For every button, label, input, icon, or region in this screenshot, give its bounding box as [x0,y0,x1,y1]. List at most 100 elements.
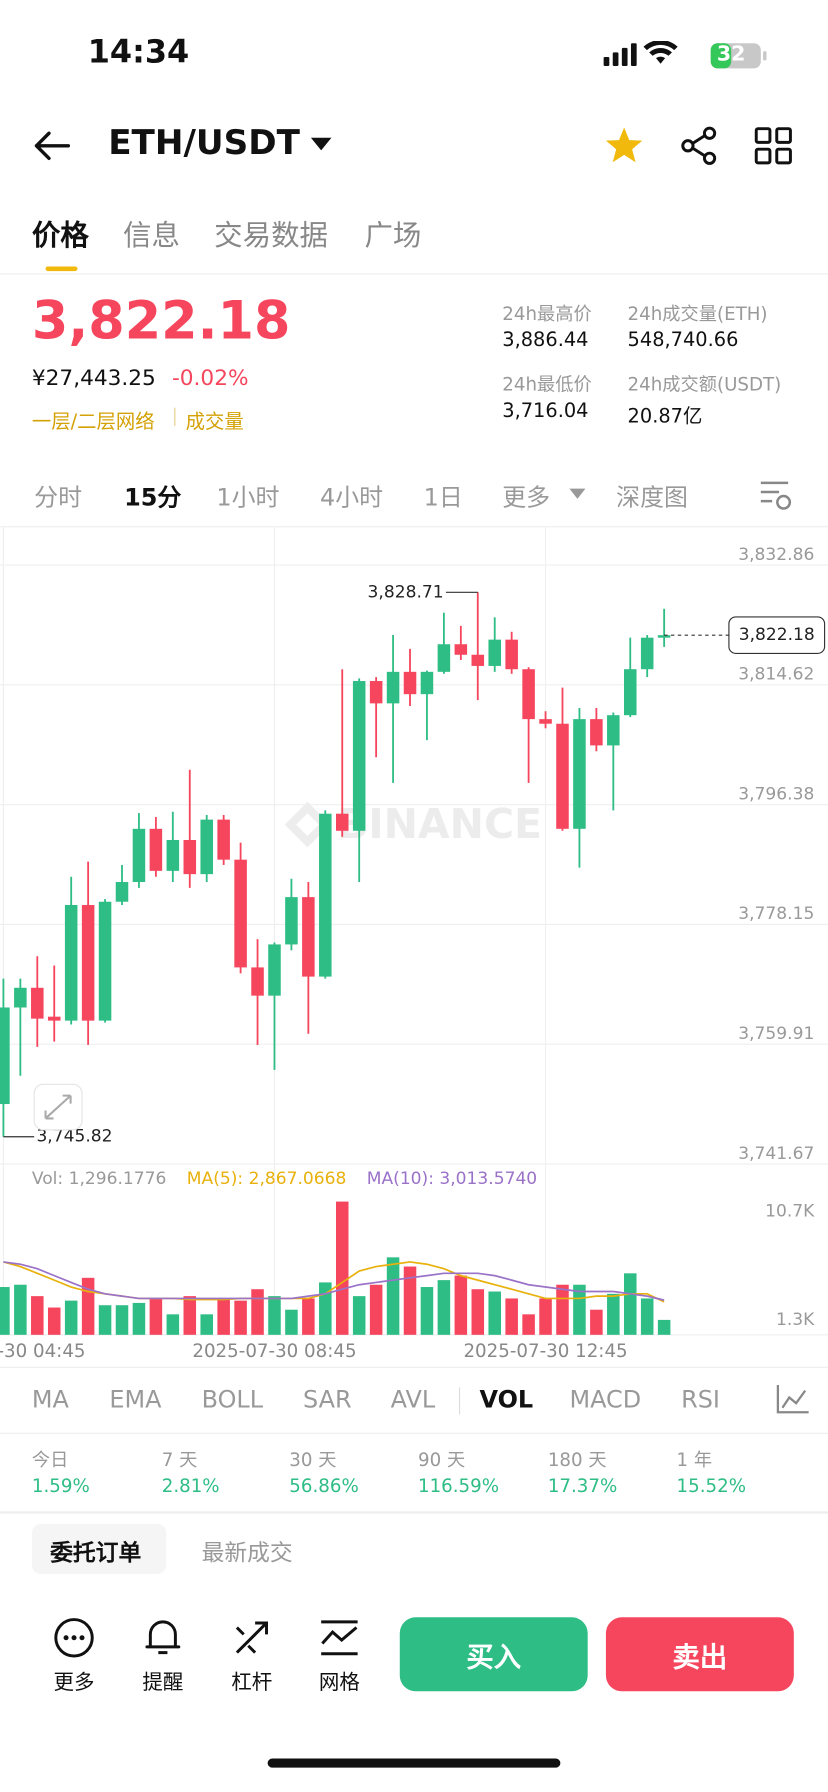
sell-button[interactable]: 卖出 [605,1617,794,1692]
interval-tab[interactable]: 1日 [423,484,463,512]
nav-label[interactable]: 更多 [53,1670,95,1695]
order-tab[interactable]: 最新成交 [201,1538,293,1567]
volume-bar [335,1201,349,1335]
tab[interactable]: 广场 [364,218,422,252]
indicator-tab[interactable]: RSI [681,1386,720,1414]
candle-body [115,882,129,902]
interval-tab[interactable]: 深度图 [616,484,688,512]
more-icon[interactable] [52,1616,95,1659]
candle-body [522,669,535,720]
tab[interactable]: 信息 [123,218,180,252]
candle-body [132,828,146,883]
indicator-tab[interactable]: EMA [109,1386,162,1414]
volume-bar [302,1298,315,1335]
candle-body [505,639,518,670]
tag[interactable]: 成交量 [185,411,244,434]
volume-bar [454,1275,468,1335]
period-label: 1 年 [676,1448,713,1471]
period-change: 2.81% [161,1474,220,1497]
candle-body [454,644,468,655]
stat-value: 20.87亿 [627,405,703,429]
nav-label[interactable]: 提醒 [142,1670,184,1695]
nav-label[interactable]: 杠杆 [231,1670,273,1695]
indicator-tab[interactable]: SAR [302,1386,352,1414]
bell-icon[interactable] [141,1615,184,1658]
interval-tab[interactable]: 15分 [124,484,182,512]
volume-bar [403,1266,417,1335]
interval-tab[interactable]: 1小时 [216,484,280,512]
candle-body [31,987,44,1019]
period-label: 90 天 [417,1448,466,1471]
divider [0,273,828,275]
tab[interactable]: 交易数据 [214,218,329,252]
indicator-tab[interactable]: MA [31,1386,69,1414]
volume-bar [437,1280,451,1335]
indicator-tab[interactable]: BOLL [201,1386,264,1414]
tag-separator [174,407,176,426]
indicator-tab[interactable]: MACD [569,1386,642,1414]
period-label: 30 天 [289,1448,337,1471]
buy-button[interactable]: 买入 [399,1617,588,1692]
grid-trading-icon[interactable] [318,1616,361,1659]
y-tick-label: 3,814.62 [738,665,814,685]
share-icon[interactable] [679,125,720,166]
interval-tab[interactable]: 分时 [34,484,83,512]
order-tab[interactable]: 委托订单 [50,1538,142,1567]
candle-body [488,639,501,666]
volume-bar [505,1298,518,1335]
candle-body [149,828,163,871]
order-tab-bg [31,1523,167,1575]
chart-settings[interactable] [759,478,795,512]
clock: 14:34 [87,33,190,71]
volume-bar [166,1314,180,1335]
candle-body [623,669,637,716]
candle-body [268,944,281,996]
volume-bar [471,1289,485,1335]
home-indicator [267,1758,561,1768]
leverage-icon[interactable] [230,1616,273,1659]
grid-icon[interactable] [754,126,793,165]
status-icons [603,41,767,69]
tag[interactable]: 一层/二层网络 [31,411,155,434]
nav-label[interactable]: 网格 [318,1670,360,1695]
favorite-star[interactable] [604,125,645,166]
pair-caret[interactable] [310,137,333,153]
candle-body [319,813,332,977]
candle-body [234,859,247,968]
pair-title[interactable]: ETH/USDT [108,123,300,163]
back-button[interactable] [32,128,73,164]
candle-body [64,905,78,1021]
indicator-tab[interactable]: AVL [390,1386,436,1414]
volume-bar [657,1319,671,1335]
volume-bar [539,1298,552,1335]
candle-body [217,819,230,860]
volume-bar [217,1298,230,1335]
annotation-label: 3,745.82 [36,1127,112,1147]
tab[interactable]: 价格 [31,218,89,252]
candle-body [14,987,27,1008]
interval-tab[interactable]: 更多 [502,484,551,512]
battery-level: 32 [716,42,746,67]
stat-value: 3,716.04 [502,399,589,423]
indicator-tab[interactable]: VOL [479,1386,534,1414]
candle-body [166,839,180,871]
candle-body [302,897,315,977]
volume-bar [623,1273,637,1335]
interval-tab[interactable]: 4小时 [320,484,384,512]
cny-price: ¥27,443.25 [31,365,156,391]
volume-tick-label: 10.7K [765,1202,815,1222]
volume-bar [132,1302,146,1335]
volume-bar [183,1296,197,1335]
candle-body [200,819,213,875]
volume-bar [590,1309,603,1335]
indicator-settings[interactable] [774,1383,810,1417]
divider [0,526,828,528]
candle-body [607,715,620,746]
watermark-logo [284,801,331,848]
more-caret[interactable] [568,487,586,501]
volume-bar [420,1287,434,1335]
period-label: 180 天 [547,1448,607,1471]
